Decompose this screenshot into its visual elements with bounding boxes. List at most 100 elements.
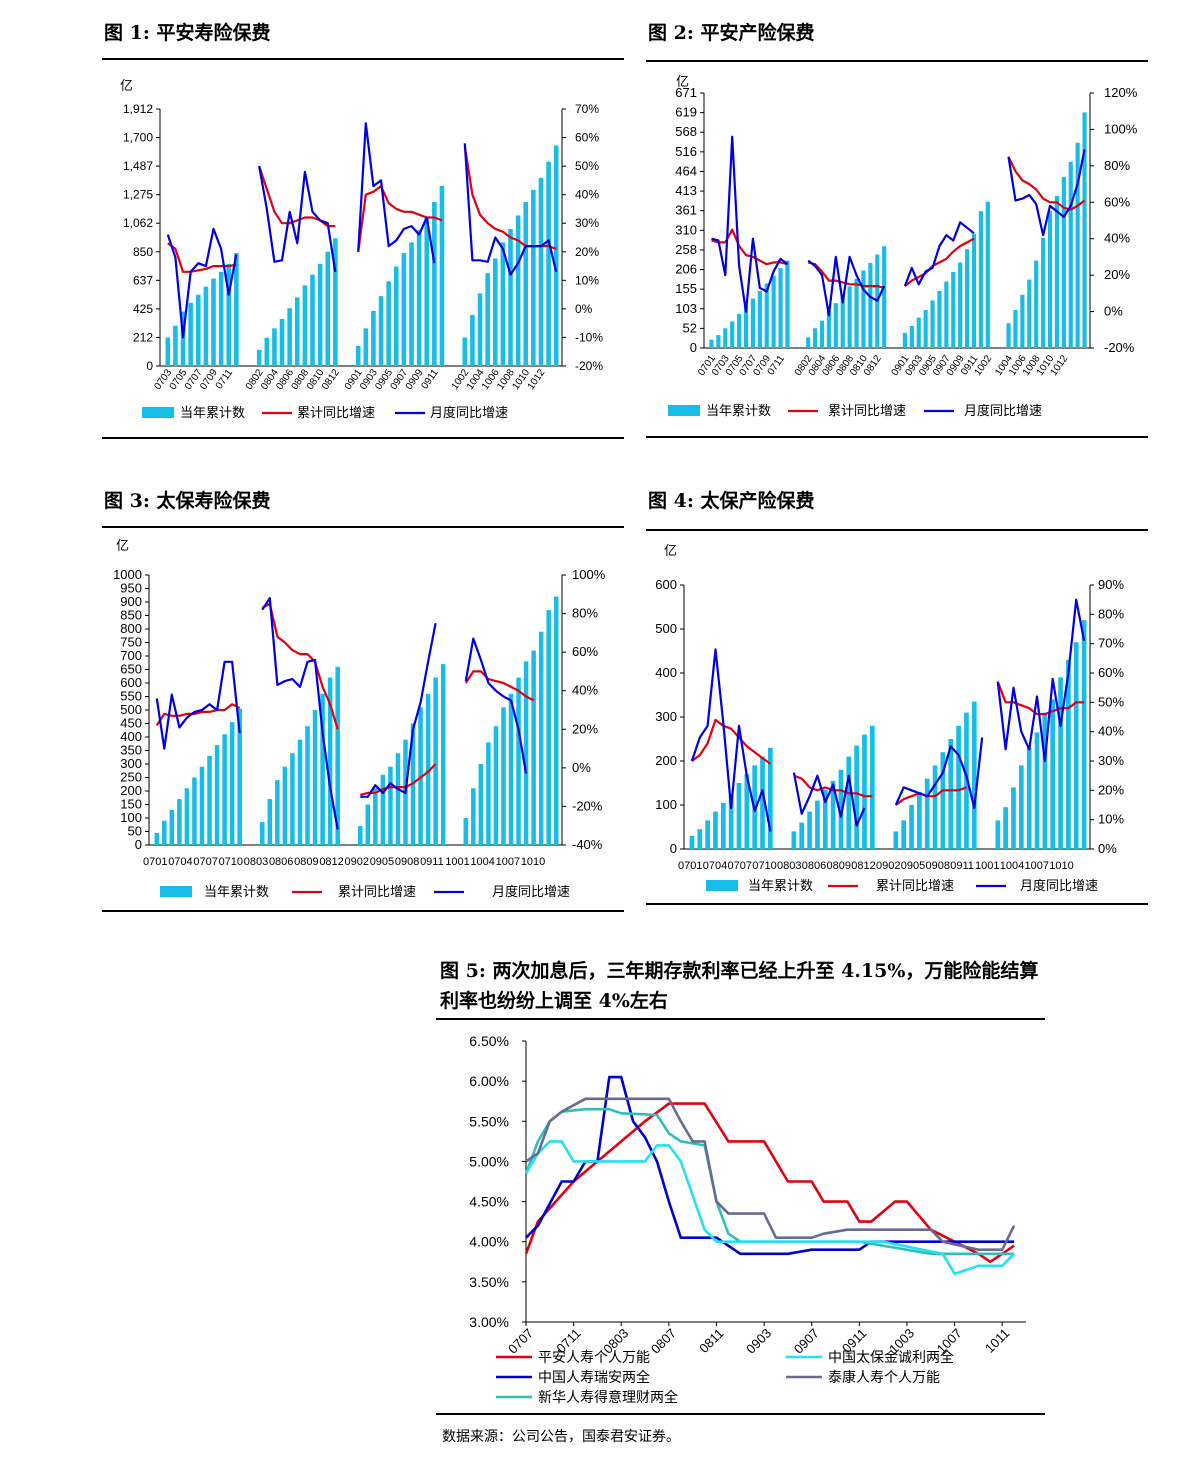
x-tick-label: 0701 — [143, 856, 167, 868]
bar — [1003, 807, 1008, 849]
cumulative-growth-line — [155, 703, 241, 727]
bar — [378, 296, 384, 366]
bar — [463, 818, 469, 845]
x-tick-label: 0707 — [193, 856, 217, 868]
y-tick-label: 671 — [675, 85, 697, 100]
monthly-growth-line — [894, 737, 984, 809]
y2-tick-label: 60% — [1104, 194, 1130, 209]
bar — [401, 253, 407, 366]
bar — [1026, 747, 1032, 849]
figure-3-top-rule — [102, 526, 624, 528]
x-tick-label: 0701 — [678, 860, 702, 872]
bar — [995, 820, 1001, 849]
bar — [1011, 787, 1016, 849]
cumulative-growth-line — [357, 184, 443, 252]
y-tick-label: 850 — [133, 245, 153, 259]
bar — [854, 278, 859, 348]
x-tick-label: 1011 — [982, 1326, 1012, 1356]
y-tick-label: 425 — [133, 302, 153, 316]
bar — [868, 262, 873, 348]
y2-tick-label: 60% — [575, 131, 599, 145]
legend-label: 累计同比增速 — [828, 404, 906, 419]
legend-label: 平安人寿个人万能 — [538, 1349, 650, 1366]
monthly-growth-line — [261, 596, 339, 830]
bar — [433, 677, 438, 845]
bar — [531, 189, 536, 366]
monthly-growth-line — [357, 122, 436, 264]
bar — [1050, 699, 1056, 849]
bar — [965, 249, 970, 348]
bar — [523, 202, 529, 366]
y-tick-label: 637 — [133, 273, 153, 287]
bar — [416, 230, 422, 366]
bar — [1068, 161, 1073, 348]
bar — [1027, 279, 1032, 348]
bar — [944, 281, 949, 348]
y2-tick-label: -10% — [575, 330, 603, 344]
unit-label: 亿 — [116, 538, 129, 553]
bar — [1006, 323, 1011, 348]
y-tick-label: 500 — [655, 621, 677, 636]
legend-label: 当年累计数 — [706, 404, 771, 419]
bar — [260, 822, 265, 845]
bar — [501, 707, 506, 845]
y-tick-label: 1,062 — [123, 216, 153, 230]
bar — [1073, 642, 1079, 849]
bar — [553, 596, 559, 845]
bar — [165, 337, 171, 366]
figure-4-title: 图 4: 太保产险保费 — [648, 490, 815, 512]
bar — [279, 318, 285, 366]
x-tick-label: 1001 — [975, 860, 999, 872]
bar — [515, 215, 521, 366]
legend-label: 月度同比增速 — [430, 405, 508, 421]
monthly-growth-line — [360, 622, 437, 798]
y2-tick-label: 30% — [1098, 753, 1124, 768]
bar — [425, 693, 431, 845]
bar — [799, 822, 805, 849]
bar — [923, 309, 928, 348]
bar — [1041, 237, 1046, 348]
y-tick-label: 258 — [675, 242, 697, 257]
x-tick-label: 1004 — [1000, 860, 1024, 872]
bar — [312, 710, 318, 845]
bar — [937, 290, 942, 348]
monthly-growth-line — [996, 598, 1086, 763]
y-tick-label: 206 — [675, 262, 697, 277]
x-tick-label: 0911 — [420, 856, 444, 868]
x-tick-label: 0806 — [269, 856, 293, 868]
legend-swatch-bar — [706, 880, 738, 891]
y-tick-label: 413 — [675, 183, 697, 198]
figure-4-top-rule — [646, 529, 1148, 531]
bar — [785, 260, 790, 348]
y2-tick-label: 20% — [575, 245, 599, 259]
bar — [771, 275, 776, 348]
y2-tick-label: 90% — [1098, 577, 1124, 592]
y-tick-label: 350 — [120, 743, 142, 758]
bar — [516, 677, 521, 845]
legend-label: 当年累计数 — [748, 879, 813, 894]
bar — [956, 725, 961, 849]
bar — [760, 756, 765, 849]
monthly-growth-line — [1007, 149, 1086, 237]
y2-tick-label: 100% — [572, 567, 606, 582]
bar — [290, 753, 295, 845]
bar — [791, 831, 797, 849]
y-tick-label: 5.00% — [469, 1153, 509, 1169]
bar — [173, 325, 178, 366]
y-tick-label: 1,912 — [123, 102, 153, 116]
x-tick-label: 0807 — [648, 1326, 679, 1357]
figure-5-title-line2: 利率也纷纷上调至 4%左右 — [440, 990, 668, 1012]
figure-2-bottom-rule — [646, 436, 1148, 438]
bar — [470, 314, 475, 366]
bar — [744, 774, 750, 849]
series-line — [524, 1140, 1016, 1276]
bar — [393, 266, 399, 366]
bar — [1013, 309, 1018, 348]
cumulative-growth-line — [711, 228, 788, 266]
y2-tick-label: 0% — [1104, 304, 1123, 319]
x-tick-label: 0902 — [345, 856, 369, 868]
bar — [720, 802, 726, 849]
y-tick-label: 619 — [675, 105, 697, 120]
legend-label: 月度同比增速 — [1020, 878, 1098, 894]
bar — [287, 308, 292, 366]
